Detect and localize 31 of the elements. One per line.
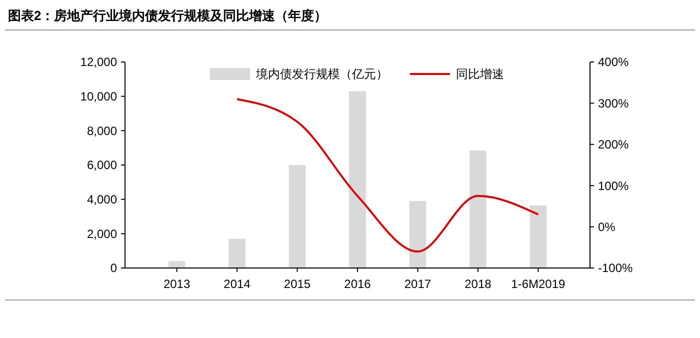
y2-tick-label: -100% bbox=[598, 261, 634, 276]
x-tick-label: 2015 bbox=[284, 277, 311, 291]
y-tick-label: 6,000 bbox=[86, 158, 118, 172]
y-tick-label: 10,000 bbox=[80, 90, 118, 104]
y-tick-label: 0 bbox=[110, 261, 118, 276]
bar bbox=[530, 205, 547, 268]
y-tick-label: 2,000 bbox=[86, 226, 118, 241]
x-tick-label: 2014 bbox=[224, 277, 251, 291]
legend-label: 境内债发行规模（亿元） bbox=[255, 67, 388, 82]
y2-tick-label: 100% bbox=[598, 178, 630, 193]
y2-tick-label: 0% bbox=[598, 220, 616, 234]
y2-tick-label: 300% bbox=[598, 96, 630, 110]
bar bbox=[288, 165, 306, 268]
x-tick-label: 2013 bbox=[163, 277, 190, 291]
chart-title: 图表2：房地产行业境内债发行规模及同比增速（年度） bbox=[8, 8, 328, 23]
y-tick-label: 4,000 bbox=[86, 192, 118, 207]
x-tick-label: 1-6M2019 bbox=[511, 277, 566, 291]
bar bbox=[349, 91, 366, 268]
y2-tick-label: 200% bbox=[598, 138, 630, 152]
bar bbox=[228, 238, 246, 268]
x-tick-label: 2017 bbox=[404, 277, 432, 291]
x-tick-label: 2016 bbox=[344, 277, 372, 291]
y-tick-label: 12,000 bbox=[80, 55, 118, 70]
bar bbox=[168, 261, 186, 268]
bar bbox=[409, 201, 426, 268]
y2-tick-label: 400% bbox=[598, 55, 630, 70]
bar bbox=[470, 150, 486, 268]
y-tick-label: 8,000 bbox=[86, 124, 118, 138]
x-tick-label: 2018 bbox=[464, 277, 492, 291]
line-series bbox=[236, 98, 540, 253]
legend-label: 同比增速 bbox=[456, 67, 504, 82]
